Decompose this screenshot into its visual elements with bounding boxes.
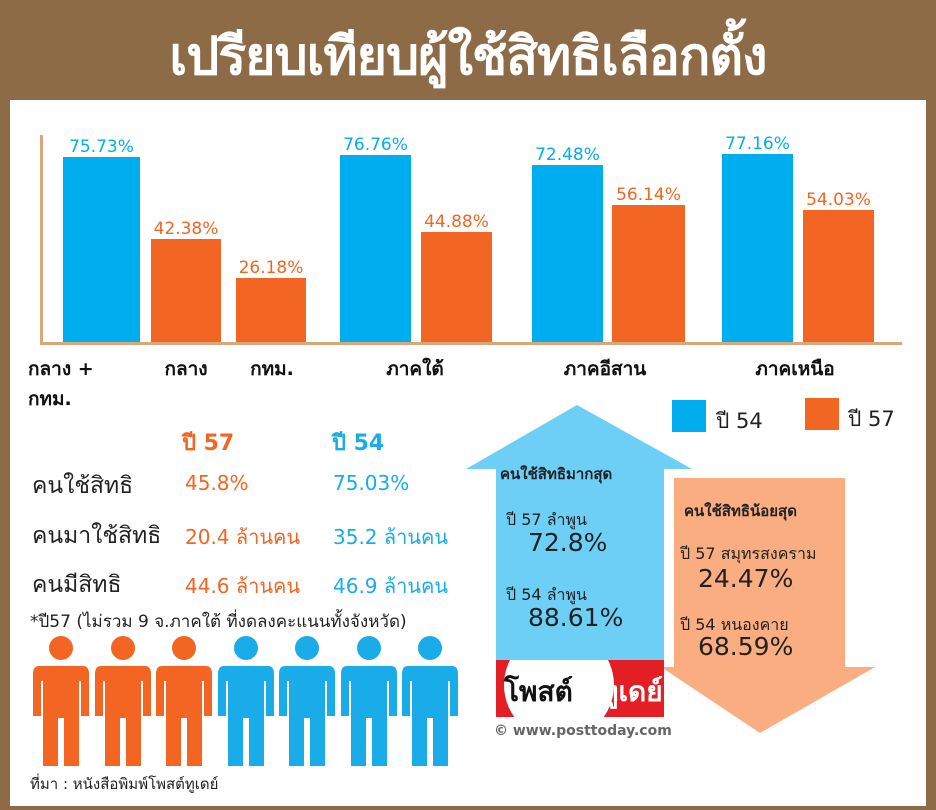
legend-label-57: ปี 57 xyxy=(848,407,895,431)
source-text: ที่มา : หนังสือพิมพ์โพสต์ทูเดย์ xyxy=(30,775,219,793)
category-label: กลาง + กทม. xyxy=(28,358,94,410)
least-value-54: 68.59% xyxy=(698,632,794,661)
most-value-57: 72.8% xyxy=(528,528,608,557)
person-icon xyxy=(402,636,458,766)
most-title: คนใช้สิทธิมากสุด xyxy=(500,465,613,483)
posttoday-logo: โพสต์ ทูเดย์ xyxy=(496,660,664,717)
bar-57 xyxy=(421,232,492,342)
bar-57 xyxy=(151,238,221,342)
legend-label-54: ปี 54 xyxy=(716,409,763,433)
person-icon xyxy=(94,636,151,766)
bar-57 xyxy=(236,278,306,342)
bar-57 xyxy=(612,205,685,342)
col-header-57: ปี 57 xyxy=(182,431,235,456)
bar-value-label: 72.48% xyxy=(535,145,600,166)
category-label: กทม. xyxy=(250,358,294,380)
legend-swatch-57 xyxy=(805,398,839,430)
value-54: 75.03% xyxy=(333,471,410,495)
legend-swatch-54 xyxy=(672,400,706,432)
value-54: 46.9 ล้านคน xyxy=(333,574,449,598)
bar-value-label: 42.38% xyxy=(153,218,219,239)
value-54: 35.2 ล้านคน xyxy=(333,525,449,549)
person-icon xyxy=(279,636,335,766)
bar-54 xyxy=(340,154,411,342)
value-57: 45.8% xyxy=(185,471,249,495)
person-icon xyxy=(340,636,397,766)
category-label: ภาคอีสาน xyxy=(563,358,647,380)
row-label: คนมาใช้สิทธิ xyxy=(32,523,162,549)
bar-54 xyxy=(722,153,793,342)
bar-value-label: 26.18% xyxy=(238,258,304,279)
category-label: ภาคเหนือ xyxy=(755,358,835,380)
x-axis xyxy=(40,342,902,345)
category-label: กลาง xyxy=(164,358,208,380)
category-label: ภาคใต้ xyxy=(386,358,444,380)
up-arrow xyxy=(466,405,692,660)
person-icon xyxy=(156,636,212,766)
bar-57 xyxy=(803,210,874,342)
bar-value-label: 54.03% xyxy=(806,190,871,211)
logo-circle xyxy=(504,660,614,717)
least-label-54: ปี 54 หนองคาย xyxy=(680,615,789,634)
y-axis xyxy=(40,135,43,344)
value-57: 44.6 ล้านคน xyxy=(185,574,301,598)
most-label-57: ปี 57 ลำพูน xyxy=(506,510,587,529)
person-icon xyxy=(33,636,89,766)
bar-value-label: 75.73% xyxy=(69,137,134,158)
least-title: คนใช้สิทธิน้อยสุด xyxy=(684,502,797,520)
bar-value-label: 76.76% xyxy=(343,134,408,155)
logo-text-post: โพสต์ xyxy=(504,675,573,708)
bar-54 xyxy=(532,165,603,342)
down-arrow xyxy=(661,478,875,733)
least-label-57: ปี 57 สมุทรสงคราม xyxy=(680,544,817,563)
bar-value-label: 44.88% xyxy=(424,212,489,233)
logo-text-today: ทูเดย์ xyxy=(600,675,663,708)
page-title: เปรียบเทียบผู้ใช้สิทธิเลือกตั้ง xyxy=(169,27,767,87)
footnote: *ปี57 (ไม่รวม 9 จ.ภาคใต้ ที่งดลงคะแนนทั้… xyxy=(30,612,407,632)
bar-value-label: 56.14% xyxy=(616,185,681,206)
bar-54 xyxy=(63,157,140,342)
row-label: คนใช้สิทธิ xyxy=(32,473,134,499)
row-label: คนมีสิทธิ xyxy=(32,572,122,598)
website-credit: © www.posttoday.com xyxy=(494,723,672,739)
value-57: 20.4 ล้านคน xyxy=(185,525,301,549)
header-band: เปรียบเทียบผู้ใช้สิทธิเลือกตั้ง xyxy=(0,0,936,108)
most-value-54: 88.61% xyxy=(528,603,624,632)
col-header-54: ปี 54 xyxy=(332,431,385,456)
most-label-54: ปี 54 ลำพูน xyxy=(506,585,587,604)
least-value-57: 24.47% xyxy=(698,564,794,593)
bar-value-label: 77.16% xyxy=(725,133,790,154)
person-icon xyxy=(217,636,274,766)
